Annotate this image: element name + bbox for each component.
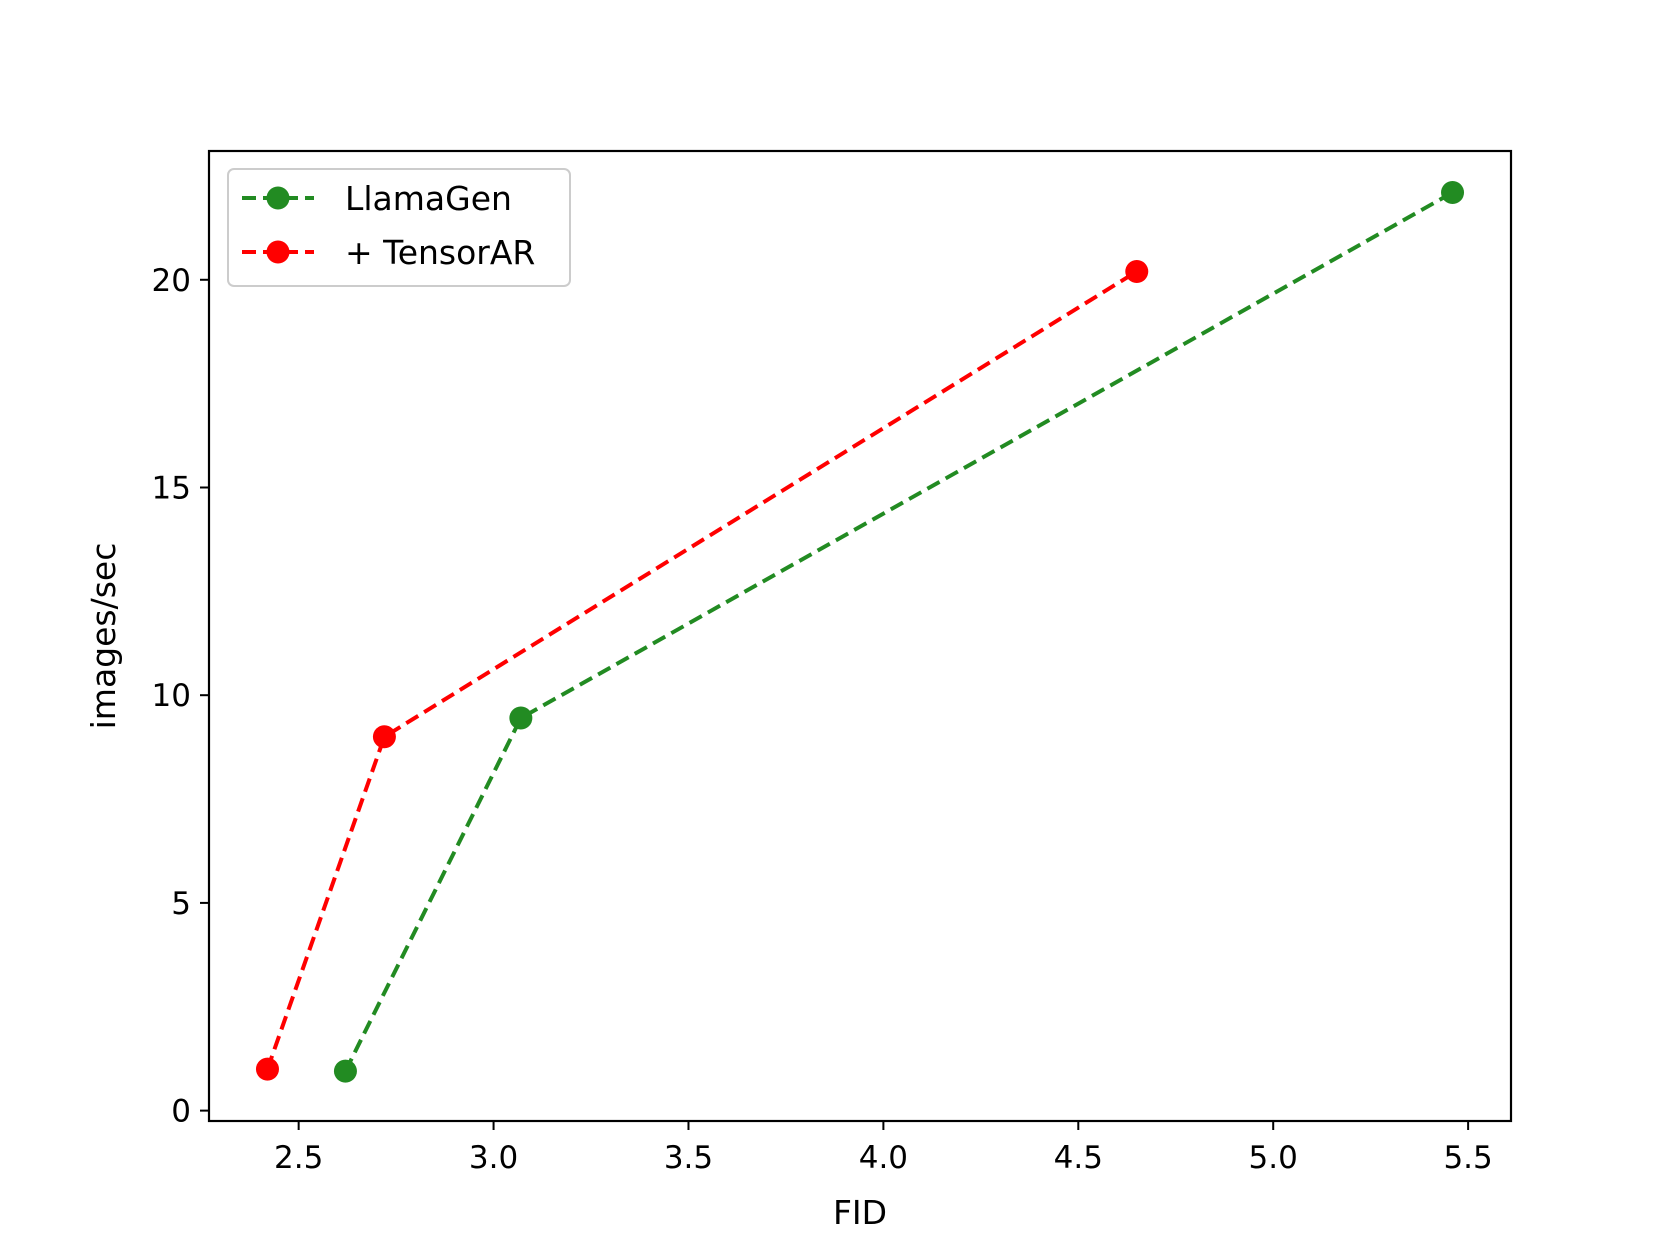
x-tick-label: 4.0: [859, 1140, 908, 1176]
x-axis-ticks: 2.5 3.0 3.5 4.0 4.5 5.0 5.5: [274, 1121, 1493, 1176]
plot-frame: [207, 149, 1513, 1123]
series-layer: [255, 181, 1465, 1083]
data-point-tensorar: [255, 1057, 279, 1081]
x-tick-label: 3.5: [664, 1140, 713, 1176]
y-tick-label: 15: [152, 470, 191, 506]
legend-marker-llamagen: [266, 186, 290, 210]
y-axis-label: images/sec: [84, 543, 123, 730]
legend-label-llamagen: LlamaGen: [345, 179, 512, 218]
x-tick-label: 5.5: [1443, 1140, 1492, 1176]
x-tick-label: 4.5: [1054, 1140, 1103, 1176]
x-tick-label: 2.5: [274, 1140, 323, 1176]
series-line-tensorar: [265, 269, 1138, 1070]
series-line-llamagen: [343, 190, 1454, 1073]
data-point-llamagen: [509, 706, 533, 730]
y-axis-ticks: 0 5 10 15 20: [152, 263, 209, 1130]
legend-label-tensorar: + TensorAR: [345, 233, 535, 272]
x-axis-label: FID: [833, 1193, 887, 1232]
legend-marker-tensorar: [266, 240, 290, 264]
data-point-llamagen: [333, 1059, 357, 1083]
x-tick-label: 5.0: [1249, 1140, 1298, 1176]
legend: LlamaGen + TensorAR: [227, 168, 571, 287]
data-point-llamagen: [1441, 181, 1465, 205]
data-point-tensorar: [372, 725, 396, 749]
y-tick-label: 10: [152, 678, 191, 714]
x-tick-label: 3.0: [469, 1140, 518, 1176]
data-point-tensorar: [1125, 259, 1149, 283]
y-tick-label: 5: [171, 886, 191, 922]
y-tick-label: 0: [171, 1094, 191, 1130]
y-tick-label: 20: [152, 263, 191, 299]
legend-entries: LlamaGen + TensorAR: [242, 179, 535, 272]
